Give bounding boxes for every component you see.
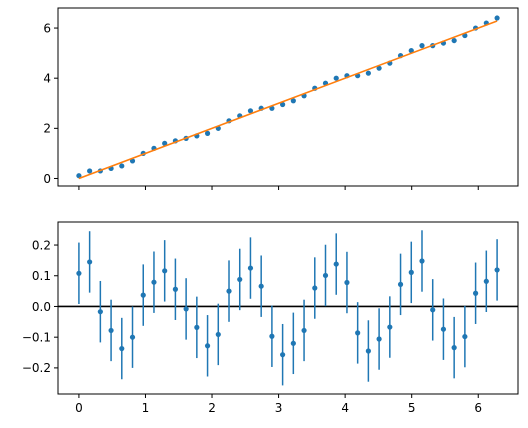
bottom-residual-point [87,259,93,265]
top-data-point [451,37,457,44]
bottom-x-tick-label: 6 [474,401,482,415]
bottom-residual-point [162,268,168,274]
bottom-residual-point [344,279,350,286]
bottom-x-tick-label: 3 [275,401,283,415]
bottom-residual-point [194,324,200,330]
bottom-residual-point [215,331,221,338]
bottom-y-tick-label: 0.2 [32,238,51,252]
bottom-residual-point [451,345,457,351]
bottom-residual-point [312,285,318,291]
top-data-point [419,43,425,49]
bottom-residual-point [140,292,146,298]
bottom-residual-point [462,333,468,340]
bottom-residual-point [483,278,489,284]
bottom-residual-point [494,267,500,273]
top-y-tick-label: 4 [43,71,51,85]
bottom-residual-point [397,281,404,287]
top-data-point [204,130,211,136]
bottom-residual-point [258,283,264,289]
top-axes-frame [57,7,519,187]
bottom-residual-point [322,272,329,279]
bottom-residual-point [269,333,275,339]
bottom-residual-point [247,265,254,271]
top-data-point [162,140,168,146]
bottom-y-tick-label: 0.0 [32,300,51,314]
bottom-residual-point [290,340,296,346]
top-y-tick-label: 0 [43,172,51,186]
bottom-residual-point [365,348,371,354]
bottom-residual-point [472,290,479,296]
bottom-residual-point [430,307,436,313]
bottom-y-tick-label: 0.1 [32,269,51,283]
top-data-point [365,70,371,76]
bottom-residual-point [226,288,232,294]
bottom-residual-point [237,276,243,283]
top-data-point [119,163,125,169]
bottom-residual-point [183,306,189,312]
bottom-residual-point [97,309,103,315]
bottom-residual-point [280,352,286,358]
bottom-plot: 0 1 2 3 4 5 6 −0.2 −0.1 0.0 0.1 0.2 [22,221,519,415]
bottom-residual-point [333,261,339,267]
top-data-point [76,173,82,179]
bottom-residual-point [119,345,125,352]
bottom-residual-point [151,279,157,285]
bottom-y-tick-label: −0.1 [22,330,51,344]
bottom-residual-point [129,334,136,340]
top-data-point [408,48,414,54]
bottom-y-tick-label: −0.2 [22,361,51,375]
bottom-residual-point [76,270,82,276]
top-y-tick-label: 6 [43,21,51,35]
bottom-residual-point [408,269,414,275]
bottom-x-tick-label: 5 [408,401,416,415]
top-data-point [280,101,286,108]
bottom-x-tick-label: 2 [208,401,216,415]
top-plot: 0 2 4 6 [43,7,519,190]
top-data-point [333,75,339,81]
top-y-tick-label: 2 [43,122,51,136]
bottom-residual-point [108,327,114,334]
top-fit-line [78,20,498,180]
bottom-residual-point [387,324,393,330]
top-data-point [290,98,296,104]
bottom-x-tick-label: 1 [142,401,150,415]
top-data-point [247,108,254,114]
bottom-residual-point [301,327,307,334]
bottom-residual-point [419,258,425,264]
bottom-x-tick-label: 4 [341,401,349,415]
bottom-residual-point [376,336,382,342]
bottom-axes-frame [57,221,519,395]
top-data-point [87,168,93,174]
bottom-x-tick-label: 0 [75,401,83,415]
top-data-point [376,65,382,71]
bottom-residual-point [355,330,361,336]
bottom-residual-point [440,326,447,332]
bottom-residual-point [204,343,211,349]
bottom-residual-point [172,286,179,292]
top-data-point [494,15,500,21]
